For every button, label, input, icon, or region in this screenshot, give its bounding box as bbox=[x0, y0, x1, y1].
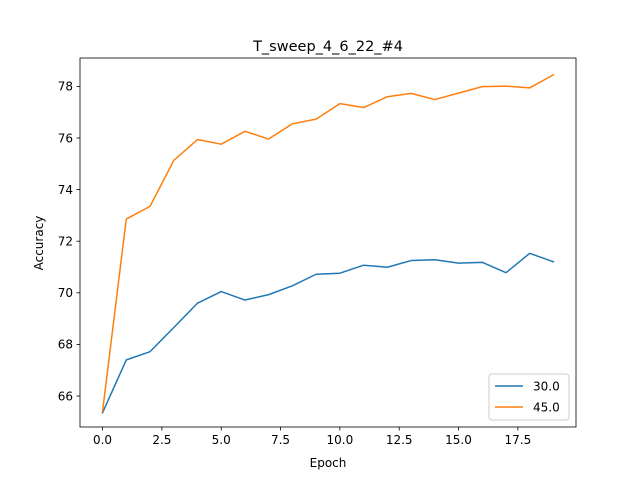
y-axis-label: Accuracy bbox=[32, 216, 46, 271]
x-tick-label: 7.5 bbox=[271, 433, 290, 447]
axes-frame bbox=[79, 57, 577, 428]
x-tick-label: 17.5 bbox=[504, 433, 531, 447]
y-tick-label: 78 bbox=[58, 80, 73, 94]
series-line-0 bbox=[101, 252, 555, 414]
x-tick-label: 10.0 bbox=[327, 433, 354, 447]
legend-label-1: 45.0 bbox=[533, 400, 560, 414]
x-tick-label: 15.0 bbox=[445, 433, 472, 447]
x-tick-label: 2.5 bbox=[152, 433, 171, 447]
y-tick-label: 72 bbox=[58, 235, 73, 249]
x-axis-label: Epoch bbox=[310, 456, 347, 470]
x-tick-label: 5.0 bbox=[212, 433, 231, 447]
y-tick-label: 74 bbox=[58, 183, 73, 197]
y-tick-label: 66 bbox=[58, 389, 73, 403]
x-tick-label: 0.0 bbox=[93, 433, 112, 447]
legend-label-0: 30.0 bbox=[533, 379, 560, 393]
plot-area: 0.0 2.5 5.0 7.5 10.0 12.5 15.0 17.5 66 68 70 72 74 76… bbox=[58, 57, 577, 447]
series-line-1 bbox=[101, 73, 555, 413]
y-tick-label: 76 bbox=[58, 131, 73, 145]
y-tick-label: 70 bbox=[58, 286, 73, 300]
chart-title: T_sweep_4_6_22_#4 bbox=[252, 39, 403, 55]
y-tick-label: 68 bbox=[58, 338, 73, 352]
x-tick-label: 12.5 bbox=[386, 433, 413, 447]
